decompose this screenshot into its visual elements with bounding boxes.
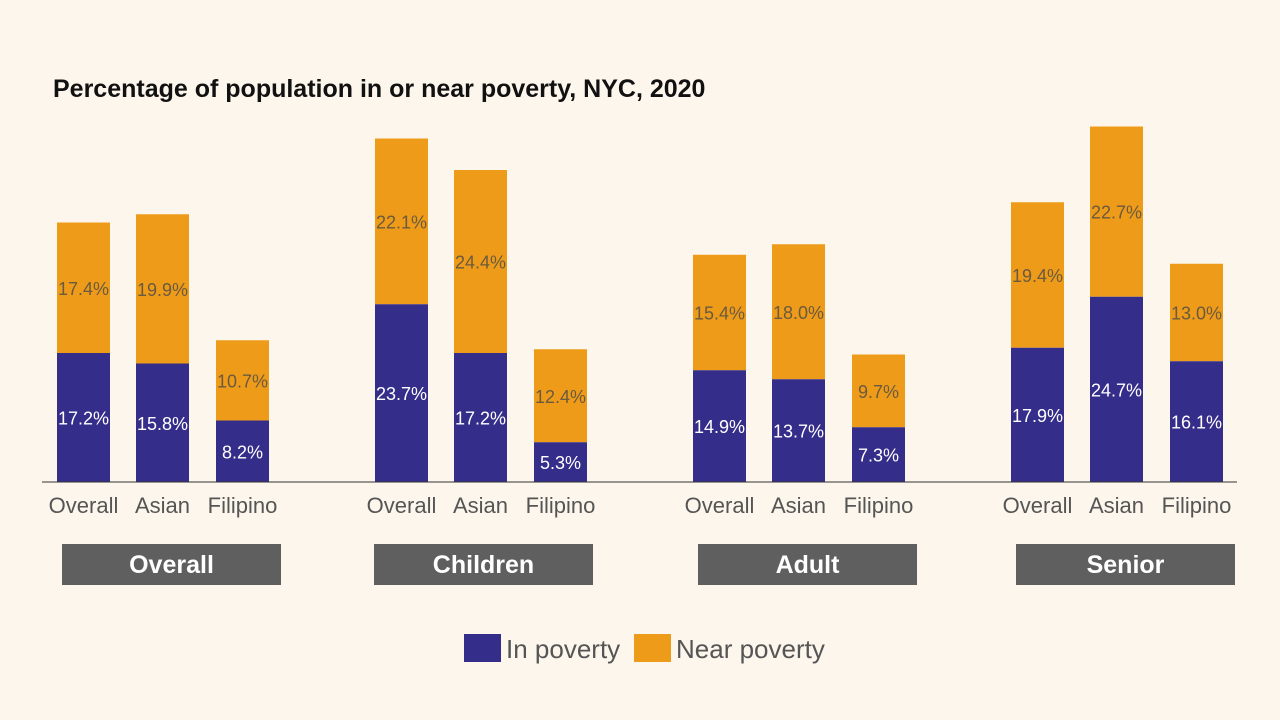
bar-near-poverty-adult-asian xyxy=(772,244,825,380)
bar-near-poverty-children-asian xyxy=(454,170,507,353)
data-label-near-poverty: 22.1% xyxy=(376,212,427,232)
bar-near-poverty-overall-filipino xyxy=(216,340,269,421)
category-label: Filipino xyxy=(526,493,596,518)
legend-swatch-near-poverty xyxy=(634,634,671,662)
group-label-overall: Overall xyxy=(129,551,214,579)
group-label-senior: Senior xyxy=(1087,551,1165,579)
bar-near-poverty-overall-asian xyxy=(136,214,189,364)
bar-near-poverty-children-overall xyxy=(375,138,428,305)
bar-near-poverty-children-filipino xyxy=(534,349,587,443)
legend-swatch-in-poverty xyxy=(464,634,501,662)
category-label: Overall xyxy=(49,493,119,518)
category-labels: Overall Asian Filipino Overall Asian Filipino… xyxy=(49,493,1232,518)
bar-in-poverty-adult-asian xyxy=(772,379,825,482)
bar-in-poverty-senior-filipino xyxy=(1170,361,1223,482)
data-label-in-poverty: 14.9% xyxy=(694,417,745,437)
bars: 17.2% 17.4% 15.8% 19.9% 8.2% 10.7% 23.7% 22.1% 1… xyxy=(57,126,1223,482)
bar-near-poverty-adult-filipino xyxy=(852,354,905,428)
category-label: Overall xyxy=(685,493,755,518)
category-label: Asian xyxy=(453,493,508,518)
legend: In poverty Near poverty xyxy=(464,634,825,664)
data-label-near-poverty: 13.0% xyxy=(1171,304,1222,324)
bar-in-poverty-overall-overall xyxy=(57,353,110,482)
category-label: Asian xyxy=(771,493,826,518)
data-label-in-poverty: 16.1% xyxy=(1171,413,1222,433)
bar-near-poverty-senior-filipino xyxy=(1170,263,1223,362)
data-label-near-poverty: 24.4% xyxy=(455,253,506,273)
category-label: Filipino xyxy=(844,493,914,518)
group-label-box-adult xyxy=(698,544,917,585)
category-label: Overall xyxy=(367,493,437,518)
data-label-near-poverty: 9.7% xyxy=(858,382,899,402)
chart-title: Percentage of population in or near pove… xyxy=(53,75,705,103)
category-label: Overall xyxy=(1003,493,1073,518)
group-label-adult: Adult xyxy=(776,551,841,579)
group-label-children: Children xyxy=(433,551,534,579)
group-label-box-senior xyxy=(1016,544,1235,585)
bar-in-poverty-overall-filipino xyxy=(216,420,269,482)
bar-in-poverty-children-asian xyxy=(454,353,507,482)
bar-in-poverty-children-overall xyxy=(375,304,428,482)
bar-near-poverty-adult-overall xyxy=(693,254,746,371)
group-label-box-children xyxy=(374,544,593,585)
data-label-near-poverty: 19.9% xyxy=(137,280,188,300)
legend-label-near-poverty: Near poverty xyxy=(676,634,825,664)
data-label-in-poverty: 24.7% xyxy=(1091,380,1142,400)
bar-near-poverty-senior-asian xyxy=(1090,126,1143,297)
data-label-in-poverty: 5.3% xyxy=(540,453,581,473)
bar-in-poverty-children-filipino xyxy=(534,442,587,482)
data-label-near-poverty: 18.0% xyxy=(773,303,824,323)
legend-label-in-poverty: In poverty xyxy=(506,634,620,664)
bar-in-poverty-overall-asian xyxy=(136,363,189,482)
data-label-in-poverty: 8.2% xyxy=(222,442,263,462)
data-label-in-poverty: 17.2% xyxy=(455,409,506,429)
bar-near-poverty-senior-overall xyxy=(1011,202,1064,348)
bar-in-poverty-adult-filipino xyxy=(852,427,905,482)
data-label-near-poverty: 10.7% xyxy=(217,371,268,391)
data-label-near-poverty: 15.4% xyxy=(694,304,745,324)
bar-in-poverty-senior-asian xyxy=(1090,296,1143,482)
bar-near-poverty-overall-overall xyxy=(57,222,110,353)
bar-in-poverty-senior-overall xyxy=(1011,347,1064,482)
data-label-in-poverty: 17.9% xyxy=(1012,406,1063,426)
data-label-near-poverty: 17.4% xyxy=(58,279,109,299)
bar-in-poverty-adult-overall xyxy=(693,370,746,482)
data-label-in-poverty: 13.7% xyxy=(773,422,824,442)
data-label-near-poverty: 19.4% xyxy=(1012,266,1063,286)
data-label-near-poverty: 22.7% xyxy=(1091,203,1142,223)
category-label: Filipino xyxy=(208,493,278,518)
data-label-near-poverty: 12.4% xyxy=(535,387,586,407)
data-label-in-poverty: 15.8% xyxy=(137,414,188,434)
data-label-in-poverty: 7.3% xyxy=(858,446,899,466)
group-labels: Overall Children Adult Senior xyxy=(62,544,1235,585)
category-label: Asian xyxy=(1089,493,1144,518)
category-label: Filipino xyxy=(1162,493,1232,518)
data-label-in-poverty: 17.2% xyxy=(58,409,109,429)
category-label: Asian xyxy=(135,493,190,518)
group-label-box-overall xyxy=(62,544,281,585)
data-label-in-poverty: 23.7% xyxy=(376,384,427,404)
